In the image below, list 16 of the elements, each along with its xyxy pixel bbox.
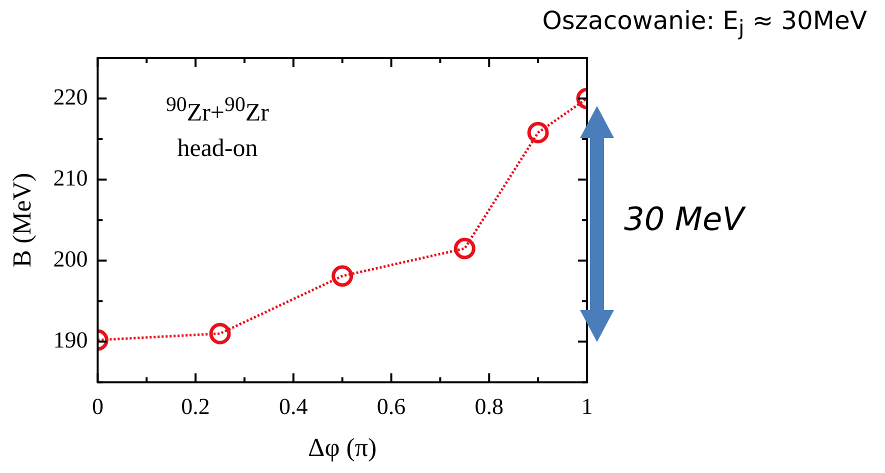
annotation: $^{90}$Zr+$^{90}$Zr: [166, 91, 269, 128]
y-tick-label: 220: [53, 84, 88, 110]
annotation: head-on: [176, 134, 259, 164]
y-tick-label: 200: [53, 246, 88, 272]
x-tick-label: 1: [581, 394, 593, 420]
x-axis-title: Δφ (π): [308, 433, 377, 462]
x-tick-label: 0.2: [181, 394, 210, 420]
y-tick-label: 190: [53, 328, 88, 353]
text: Oszacowanie: E$_{j}$ ≈ 30MeV: [542, 6, 867, 40]
x-tick-label: 0: [92, 394, 104, 420]
text: 30 MeV: [624, 200, 744, 238]
y-axis-title: B (MeV): [7, 172, 36, 268]
x-tick-label: 0.4: [279, 394, 308, 420]
x-tick-label: 0.8: [474, 394, 504, 420]
x-tick-label: 0.6: [376, 394, 406, 420]
y-tick-label: 210: [53, 166, 88, 191]
